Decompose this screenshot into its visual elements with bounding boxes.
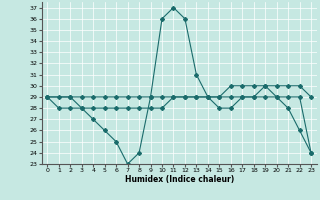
- X-axis label: Humidex (Indice chaleur): Humidex (Indice chaleur): [124, 175, 234, 184]
